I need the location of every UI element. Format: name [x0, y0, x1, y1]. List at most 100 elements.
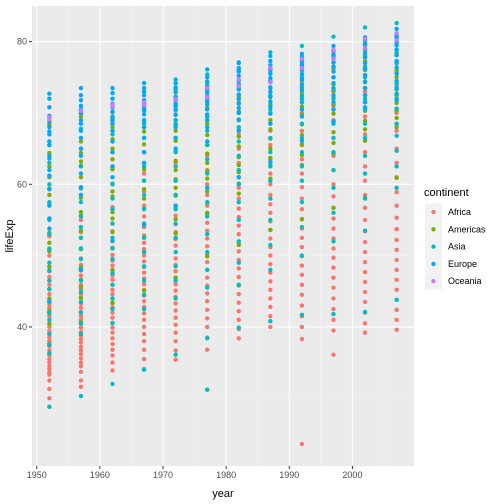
data-point	[110, 381, 115, 387]
data-point	[362, 178, 368, 183]
data-point	[173, 121, 178, 126]
data-point	[205, 275, 210, 280]
data-point	[268, 135, 273, 141]
data-point	[110, 336, 115, 341]
data-point	[110, 287, 115, 293]
data-point	[236, 282, 241, 288]
data-point	[268, 287, 273, 293]
data-point	[299, 65, 305, 71]
data-point	[331, 255, 336, 260]
data-point	[110, 291, 115, 297]
data-point	[47, 129, 52, 134]
data-point	[110, 330, 115, 335]
data-point	[141, 187, 147, 192]
data-point	[141, 288, 147, 293]
data-point	[78, 384, 84, 390]
data-point	[268, 94, 273, 99]
data-point	[78, 103, 84, 109]
data-point	[110, 85, 115, 91]
data-point	[362, 96, 368, 101]
data-point	[141, 367, 147, 372]
data-point	[331, 60, 336, 65]
data-point	[78, 159, 84, 164]
data-point	[394, 115, 399, 121]
data-point	[78, 171, 84, 176]
data-point	[362, 164, 368, 169]
data-point	[268, 164, 273, 169]
data-point	[299, 138, 305, 143]
data-point	[362, 85, 368, 91]
data-point	[205, 107, 210, 112]
data-point	[331, 205, 336, 211]
data-point	[78, 92, 84, 98]
data-point	[362, 100, 368, 105]
data-point	[236, 196, 241, 201]
data-point	[394, 175, 399, 181]
data-point	[236, 125, 241, 130]
data-point	[173, 330, 178, 335]
data-point	[205, 214, 210, 219]
data-point	[47, 396, 52, 401]
data-point	[205, 95, 210, 100]
data-point	[394, 237, 399, 243]
data-point	[268, 319, 273, 324]
data-point	[173, 352, 178, 357]
data-point	[205, 324, 210, 330]
data-point	[205, 128, 210, 134]
data-point	[78, 331, 84, 337]
data-point	[78, 164, 84, 169]
data-point	[331, 130, 336, 135]
data-point	[78, 235, 84, 240]
data-point	[236, 325, 241, 330]
data-point	[78, 228, 84, 233]
data-point	[268, 261, 273, 267]
data-point	[173, 77, 178, 82]
data-point	[47, 378, 52, 383]
data-point	[205, 85, 210, 91]
data-point	[331, 56, 336, 61]
data-point	[110, 246, 115, 251]
data-point	[331, 185, 336, 191]
data-point	[141, 259, 147, 264]
data-point	[141, 80, 147, 86]
legend-marker	[431, 244, 436, 249]
data-point	[236, 232, 241, 237]
data-point	[205, 176, 210, 181]
data-point	[331, 92, 336, 98]
data-point	[141, 249, 147, 255]
data-point	[331, 135, 336, 141]
data-point	[394, 47, 399, 52]
data-point	[78, 273, 84, 278]
data-point	[205, 171, 210, 176]
data-point	[173, 264, 178, 269]
data-point	[78, 121, 84, 126]
data-point	[236, 144, 241, 149]
legend-marker	[431, 209, 436, 215]
data-point	[141, 214, 147, 219]
data-point	[47, 321, 52, 327]
data-point	[78, 214, 84, 219]
data-point	[110, 189, 115, 194]
data-point	[299, 87, 305, 93]
data-point	[299, 253, 305, 258]
data-point	[299, 263, 305, 268]
data-point	[236, 153, 241, 158]
data-point	[141, 150, 147, 155]
data-point	[268, 111, 273, 116]
data-point	[47, 253, 52, 258]
data-point	[173, 221, 178, 226]
data-point	[331, 34, 336, 39]
data-point	[110, 132, 115, 137]
data-point	[268, 182, 273, 187]
data-point	[205, 132, 210, 138]
data-point	[173, 315, 178, 320]
data-point	[141, 347, 147, 352]
data-point	[331, 75, 336, 80]
data-point	[205, 90, 210, 96]
data-point	[205, 228, 210, 233]
data-point	[47, 142, 52, 148]
data-point	[110, 315, 115, 320]
data-point	[78, 146, 84, 151]
data-point	[110, 196, 115, 201]
data-point	[78, 351, 84, 357]
